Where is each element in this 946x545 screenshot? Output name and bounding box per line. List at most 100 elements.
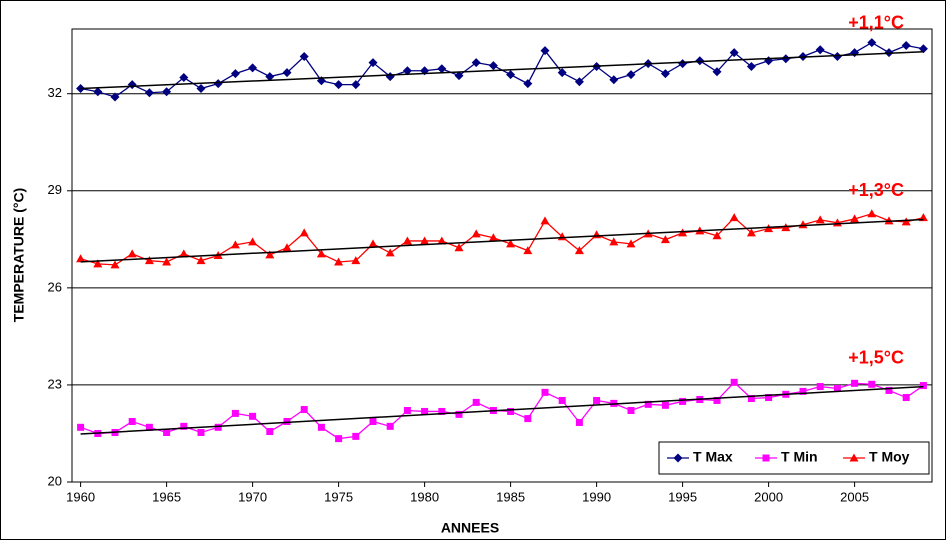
point — [712, 67, 722, 77]
legend-marker — [849, 453, 859, 462]
point — [179, 249, 189, 258]
legend-marker — [673, 453, 683, 463]
trend-line — [80, 385, 924, 435]
point — [799, 387, 807, 395]
point — [506, 239, 516, 248]
point — [884, 216, 894, 225]
point — [540, 46, 550, 56]
point — [832, 52, 842, 62]
point — [626, 239, 636, 248]
point — [299, 52, 309, 62]
x-tick-label: 1985 — [496, 489, 525, 504]
x-tick-label: 1965 — [152, 489, 181, 504]
point — [455, 410, 463, 418]
y-tick-label: 29 — [48, 182, 62, 197]
point — [145, 423, 153, 431]
point — [179, 73, 189, 83]
point — [678, 59, 688, 69]
point — [712, 231, 722, 240]
point — [868, 380, 876, 388]
legend-label: T Min — [781, 449, 818, 465]
point — [850, 214, 860, 223]
point — [746, 62, 756, 72]
y-tick-label: 26 — [48, 279, 62, 294]
point — [747, 395, 755, 403]
point — [746, 228, 756, 237]
point — [644, 400, 652, 408]
point — [110, 260, 120, 269]
point — [901, 217, 911, 226]
point — [574, 77, 584, 87]
point — [765, 394, 773, 402]
point — [506, 70, 516, 80]
legend-label: T Max — [693, 449, 733, 465]
x-tick-label: 1975 — [324, 489, 353, 504]
point — [557, 68, 567, 78]
point — [902, 394, 910, 402]
plot-area — [71, 28, 933, 483]
point — [867, 38, 877, 48]
point — [781, 54, 791, 64]
point — [660, 235, 670, 244]
point — [488, 61, 498, 71]
point — [197, 428, 205, 436]
point — [93, 259, 103, 268]
point — [454, 243, 464, 252]
point — [77, 423, 85, 431]
point — [214, 423, 222, 431]
point — [540, 216, 550, 225]
point — [369, 417, 377, 425]
point — [335, 435, 343, 443]
point — [815, 215, 825, 224]
point — [420, 236, 430, 245]
point — [300, 406, 308, 414]
point — [162, 257, 172, 266]
point — [334, 80, 344, 90]
point — [368, 239, 378, 248]
point — [93, 87, 103, 97]
legend: T Max T Min T Moy — [658, 441, 930, 475]
point — [627, 406, 635, 414]
point — [76, 254, 86, 263]
point — [76, 84, 86, 94]
point — [781, 223, 791, 232]
trend-line — [80, 218, 924, 263]
point — [402, 236, 412, 245]
point — [127, 249, 137, 258]
point — [507, 407, 515, 415]
point — [851, 379, 859, 387]
x-tick-label: 1980 — [410, 489, 439, 504]
point — [248, 63, 258, 73]
point — [231, 409, 239, 417]
point — [523, 79, 533, 89]
point — [110, 92, 120, 102]
point — [352, 432, 360, 440]
point — [351, 80, 361, 90]
point — [523, 246, 533, 255]
point — [454, 71, 464, 81]
legend-label: T Moy — [869, 449, 910, 465]
point — [713, 396, 721, 404]
point — [918, 44, 928, 54]
point — [128, 417, 136, 425]
x-tick-label: 1970 — [238, 489, 267, 504]
point — [385, 248, 395, 257]
legend-marker — [762, 454, 770, 462]
point — [609, 75, 619, 85]
x-tick-label: 1960 — [66, 489, 95, 504]
point — [402, 66, 412, 76]
point — [541, 388, 549, 396]
y-axis-label: TEMPERATURE (°C) — [11, 188, 27, 322]
point — [403, 406, 411, 414]
y-tick-label: 20 — [48, 473, 62, 488]
annotation: +1,3°C — [848, 180, 904, 200]
point — [764, 224, 774, 233]
point — [266, 428, 274, 436]
point — [299, 228, 309, 237]
trend-line — [80, 51, 924, 90]
point — [248, 237, 258, 246]
point — [730, 378, 738, 386]
annotation: +1,1°C — [848, 13, 904, 33]
point — [144, 256, 154, 265]
point — [351, 256, 361, 265]
